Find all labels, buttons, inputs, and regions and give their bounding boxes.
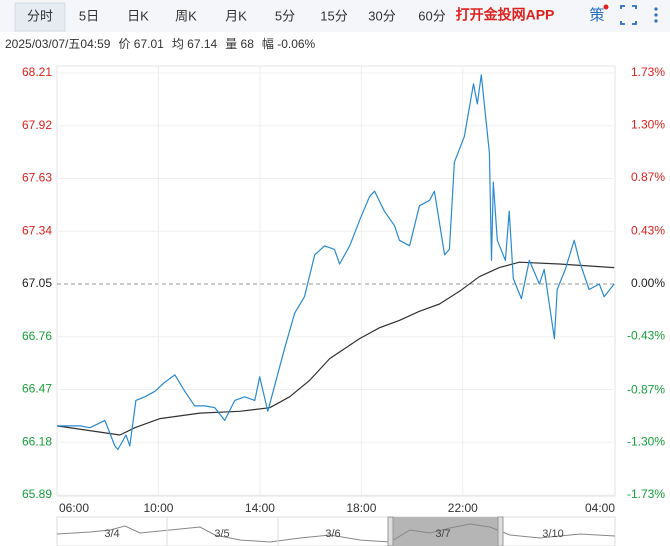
x-tick-label: 06:00 — [59, 501, 89, 515]
info-item: 2025/03/07/五04:59 — [5, 37, 111, 51]
y2-tick-label: -0.87% — [627, 382, 665, 396]
tab[interactable]: 分时 — [27, 8, 53, 23]
x-tick-label: 22:00 — [448, 501, 478, 515]
mean-line — [56, 261, 615, 436]
y-tick-label: 68.21 — [22, 65, 52, 79]
y2-tick-label: 0.87% — [631, 170, 665, 184]
y2-tick-label: 1.73% — [631, 65, 665, 79]
x-tick-label: 18:00 — [346, 501, 376, 515]
navigator-label: 3/5 — [214, 528, 229, 540]
active-tab[interactable] — [14, 2, 66, 32]
info-item: 价 67.01 — [118, 37, 164, 51]
y2-tick-label: 0.00% — [631, 276, 665, 290]
tab[interactable]: 日K — [127, 8, 149, 23]
tab[interactable]: 5日 — [79, 8, 99, 23]
navigator-label: 3/7 — [435, 528, 450, 540]
tab[interactable]: 周K — [175, 8, 197, 23]
tab[interactable]: 5分 — [275, 8, 295, 23]
tab[interactable]: 15分 — [320, 8, 347, 23]
y-tick-label: 67.92 — [22, 118, 52, 132]
y-tick-label: 67.34 — [22, 223, 52, 237]
more-icon[interactable] — [654, 7, 658, 23]
y-tick-label: 67.63 — [22, 171, 52, 185]
navigator-label: 3/4 — [104, 528, 119, 540]
fullscreen-icon[interactable] — [620, 5, 637, 25]
app-link[interactable]: 打开金投网APP — [456, 7, 555, 23]
y-tick-label: 66.18 — [22, 434, 52, 448]
badge — [603, 4, 609, 10]
y-tick-label: 65.89 — [22, 487, 52, 501]
tab[interactable]: 60分 — [418, 8, 445, 23]
info-item: 幅 -0.06% — [262, 36, 316, 51]
info-item: 量 68 — [225, 37, 254, 51]
y2-tick-label: -1.73% — [627, 487, 665, 501]
x-tick-label: 04:00 — [585, 501, 615, 515]
y2-tick-label: 0.43% — [631, 224, 665, 238]
info-item: 均 67.14 — [172, 37, 218, 51]
y-tick-label: 67.05 — [22, 276, 52, 290]
y-tick-label: 66.76 — [22, 329, 52, 343]
navigator-label: 3/6 — [325, 528, 340, 540]
navigator-label: 3/10 — [542, 528, 563, 540]
x-tick-label: 14:00 — [245, 501, 275, 515]
navigator-window[interactable] — [392, 517, 500, 546]
navigator-handle[interactable] — [387, 516, 394, 546]
y-tick-label: 66.47 — [22, 382, 52, 396]
price-line — [57, 74, 615, 451]
tab[interactable]: 月K — [225, 8, 247, 23]
navigator-sparkline — [56, 523, 616, 543]
strategy-icon[interactable]: 策 — [589, 7, 604, 24]
plot-area — [56, 65, 616, 497]
x-tick-label: 10:00 — [143, 501, 173, 515]
toolbar — [0, 0, 670, 32]
tab[interactable]: 30分 — [368, 8, 395, 23]
y2-tick-label: -0.43% — [627, 329, 665, 343]
y2-tick-label: 1.30% — [631, 118, 665, 132]
y2-tick-label: -1.30% — [627, 435, 665, 449]
